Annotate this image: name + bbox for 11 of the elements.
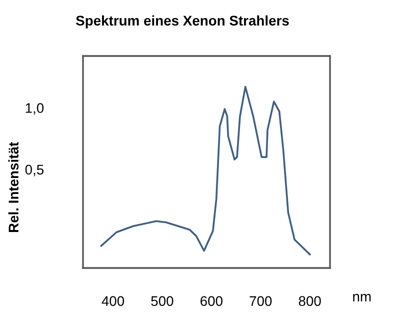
line-series	[100, 86, 311, 256]
y-axis-title: Rel. Intensität	[8, 142, 19, 232]
x-tick-label: 600	[200, 296, 222, 306]
y-tick-label: 0,5	[25, 164, 44, 176]
x-axis-title: nm	[353, 294, 371, 302]
y-tick-label: 1,0	[26, 103, 44, 115]
x-tick-label: 500	[151, 296, 174, 306]
x-tick-label: 400	[102, 296, 124, 306]
x-tick-label: 700	[250, 296, 272, 306]
x-tick-label: 800	[298, 296, 321, 306]
chart-title: Spektrum eines Xenon Strahlers	[76, 15, 289, 28]
